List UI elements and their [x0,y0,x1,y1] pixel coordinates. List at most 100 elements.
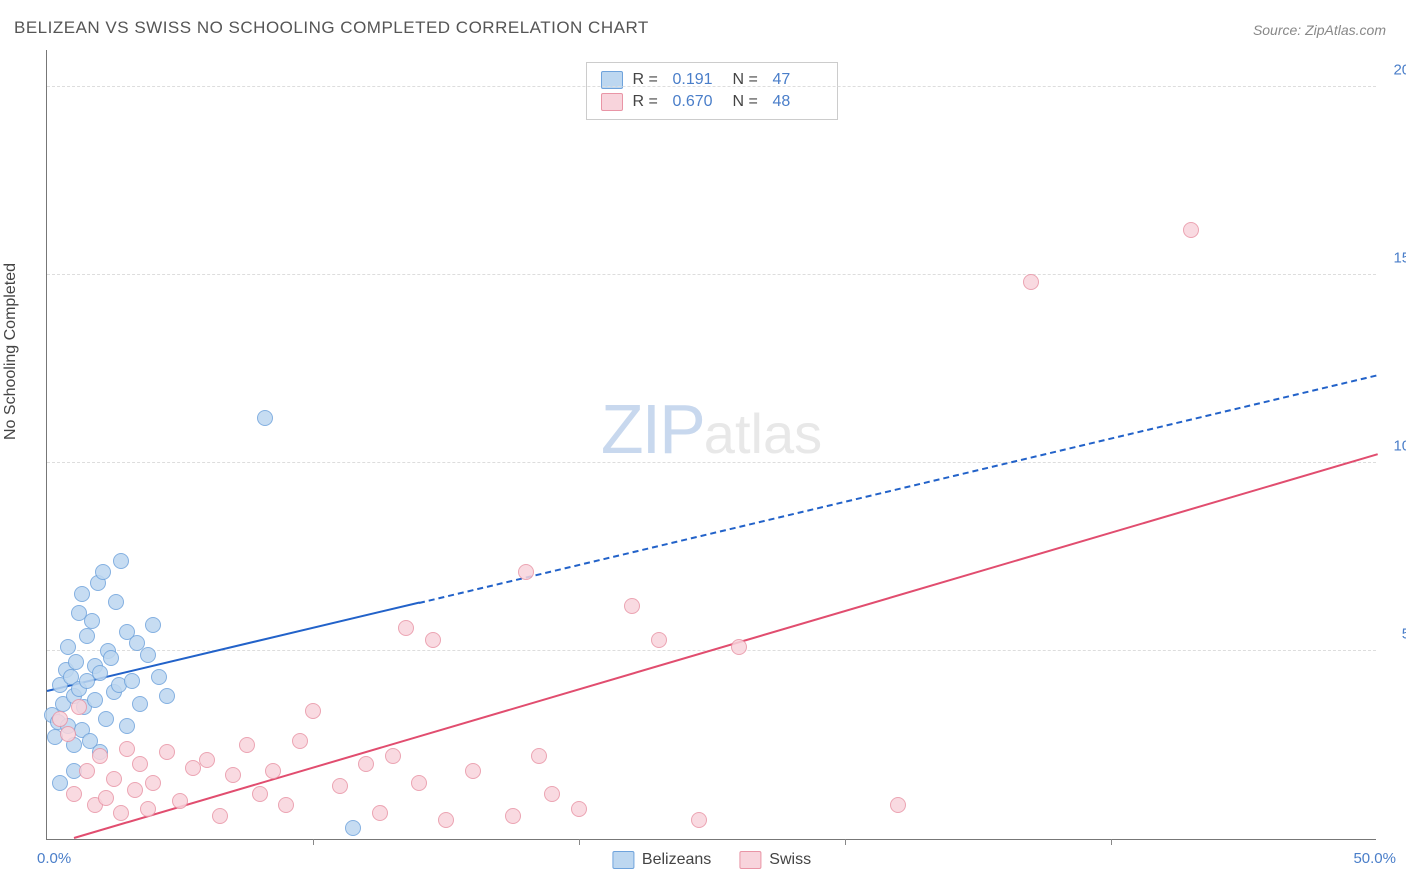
data-point [98,790,114,806]
y-tick-label: 20.0% [1393,61,1406,78]
watermark-atlas: atlas [704,402,822,465]
data-point [265,763,281,779]
data-point [358,756,374,772]
x-tick [313,839,314,845]
correlation-legend: R =0.191N =47R =0.670N =48 [586,62,838,120]
data-point [71,699,87,715]
data-point [108,594,124,610]
data-point [1183,222,1199,238]
data-point [52,775,68,791]
data-point [345,820,361,836]
grid-line [47,86,1376,87]
grid-line [47,462,1376,463]
data-point [332,778,348,794]
x-tick [579,839,580,845]
data-point [438,812,454,828]
chart-source: Source: ZipAtlas.com [1253,22,1386,38]
data-point [425,632,441,648]
data-point [92,665,108,681]
data-point [411,775,427,791]
data-point [571,801,587,817]
data-point [372,805,388,821]
data-point [84,613,100,629]
data-point [239,737,255,753]
data-point [140,647,156,663]
data-point [465,763,481,779]
data-point [257,410,273,426]
data-point [305,703,321,719]
y-axis-label: No Schooling Completed [2,263,20,440]
y-tick-label: 15.0% [1393,249,1406,266]
data-point [95,564,111,580]
trend-line [419,374,1377,603]
data-point [79,628,95,644]
data-point [252,786,268,802]
data-point [60,726,76,742]
x-tick [1111,839,1112,845]
data-point [544,786,560,802]
legend-swatch [612,851,634,869]
data-point [113,805,129,821]
x-origin-label: 0.0% [37,850,71,867]
data-point [518,564,534,580]
data-point [890,797,906,813]
data-point [212,808,228,824]
data-point [145,617,161,633]
legend-item: Belizeans [612,851,711,869]
legend-swatch [601,93,623,111]
x-end-label: 50.0% [1353,850,1396,867]
data-point [278,797,294,813]
x-tick [845,839,846,845]
data-point [119,718,135,734]
y-tick-label: 10.0% [1393,437,1406,454]
data-point [651,632,667,648]
data-point [691,812,707,828]
data-point [531,748,547,764]
data-point [385,748,401,764]
watermark-zip: ZIP [601,390,704,468]
data-point [1023,274,1039,290]
data-point [145,775,161,791]
data-point [124,673,140,689]
data-point [151,669,167,685]
data-point [292,733,308,749]
data-point [225,767,241,783]
chart-title: BELIZEAN VS SWISS NO SCHOOLING COMPLETED… [14,18,649,38]
data-point [92,748,108,764]
r-label: R = [633,93,663,111]
data-point [79,763,95,779]
data-point [60,639,76,655]
grid-line [47,274,1376,275]
data-point [113,553,129,569]
data-point [74,586,90,602]
legend-swatch [739,851,761,869]
data-point [398,620,414,636]
y-tick-label: 5.0% [1402,625,1406,642]
trend-line [73,453,1377,839]
chart-container: BELIZEAN VS SWISS NO SCHOOLING COMPLETED… [0,0,1406,892]
data-point [52,711,68,727]
data-point [624,598,640,614]
data-point [140,801,156,817]
data-point [132,756,148,772]
data-point [159,688,175,704]
data-point [505,808,521,824]
data-point [127,782,143,798]
data-point [119,741,135,757]
series-legend: Belizeans Swiss [612,851,811,869]
n-value: 48 [773,93,823,111]
data-point [98,711,114,727]
data-point [103,650,119,666]
legend-row: R =0.670N =48 [601,91,823,113]
watermark: ZIPatlas [601,389,822,469]
plot-area: ZIPatlas R =0.191N =47R =0.670N =48 Beli… [46,50,1376,840]
legend-row: R =0.191N =47 [601,69,823,91]
data-point [87,692,103,708]
data-point [106,771,122,787]
legend-label: Swiss [769,851,811,869]
data-point [66,786,82,802]
data-point [68,654,84,670]
n-label: N = [733,93,763,111]
data-point [199,752,215,768]
data-point [159,744,175,760]
